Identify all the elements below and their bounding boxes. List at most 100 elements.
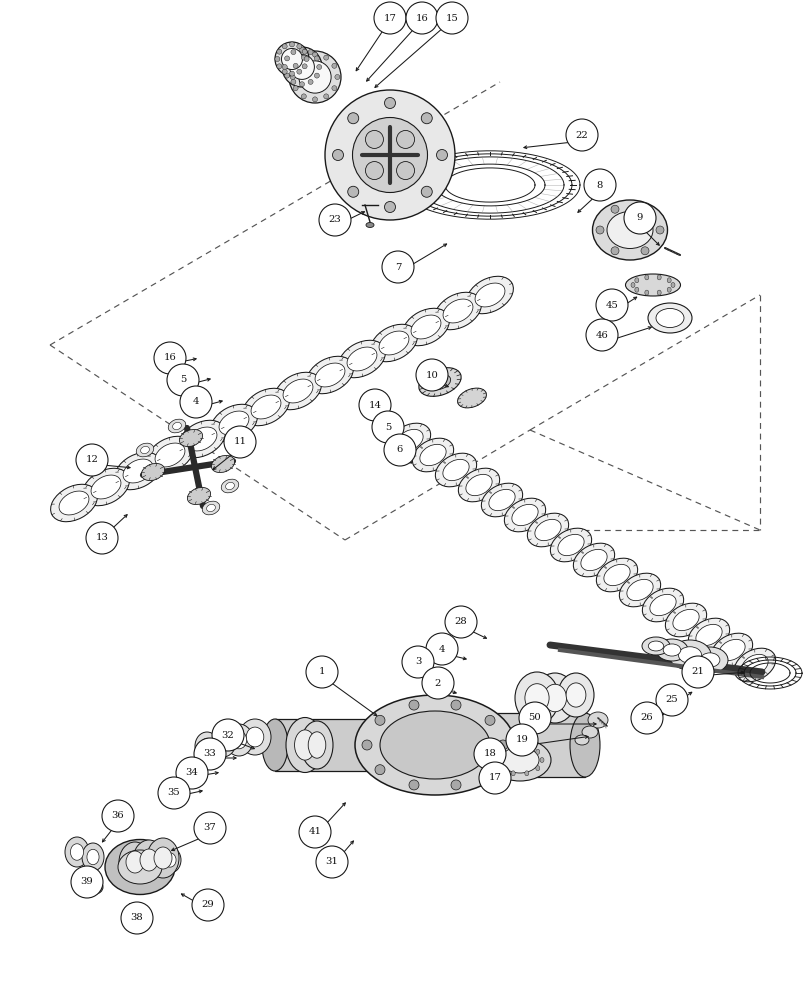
Ellipse shape bbox=[187, 427, 217, 451]
Circle shape bbox=[436, 149, 447, 161]
Ellipse shape bbox=[195, 732, 219, 760]
Ellipse shape bbox=[630, 282, 634, 288]
Ellipse shape bbox=[206, 504, 215, 512]
Ellipse shape bbox=[607, 212, 652, 248]
Circle shape bbox=[595, 226, 603, 234]
Ellipse shape bbox=[379, 331, 409, 355]
Circle shape bbox=[505, 724, 538, 756]
Circle shape bbox=[191, 889, 224, 921]
Ellipse shape bbox=[242, 388, 289, 426]
Circle shape bbox=[158, 777, 190, 809]
Circle shape bbox=[290, 79, 295, 84]
Ellipse shape bbox=[699, 653, 719, 667]
Ellipse shape bbox=[283, 379, 312, 403]
Circle shape bbox=[212, 719, 243, 751]
Ellipse shape bbox=[466, 474, 491, 496]
Ellipse shape bbox=[603, 564, 629, 586]
Text: 4: 4 bbox=[438, 645, 444, 654]
Ellipse shape bbox=[173, 422, 181, 430]
Circle shape bbox=[478, 762, 510, 794]
Ellipse shape bbox=[573, 543, 614, 577]
Text: 19: 19 bbox=[515, 736, 528, 744]
Circle shape bbox=[297, 44, 302, 49]
Circle shape bbox=[421, 113, 431, 124]
Text: 45: 45 bbox=[605, 300, 618, 310]
Ellipse shape bbox=[200, 738, 213, 754]
Circle shape bbox=[518, 702, 551, 734]
Ellipse shape bbox=[595, 558, 637, 592]
Ellipse shape bbox=[147, 436, 193, 474]
Ellipse shape bbox=[246, 727, 264, 747]
Ellipse shape bbox=[664, 603, 706, 637]
Circle shape bbox=[474, 738, 505, 770]
Ellipse shape bbox=[511, 744, 514, 749]
Ellipse shape bbox=[221, 479, 238, 493]
Circle shape bbox=[301, 55, 306, 60]
Text: 5: 5 bbox=[384, 422, 391, 432]
Circle shape bbox=[371, 411, 404, 443]
Bar bbox=[275, 719, 414, 771]
Ellipse shape bbox=[442, 459, 469, 481]
Ellipse shape bbox=[402, 308, 448, 346]
Ellipse shape bbox=[647, 641, 663, 651]
Ellipse shape bbox=[524, 684, 548, 712]
Circle shape bbox=[298, 816, 331, 848]
Ellipse shape bbox=[126, 851, 144, 873]
Text: 6: 6 bbox=[397, 446, 402, 454]
Ellipse shape bbox=[457, 388, 486, 408]
Ellipse shape bbox=[251, 395, 281, 419]
Ellipse shape bbox=[534, 519, 560, 541]
Bar bbox=[454, 713, 584, 777]
Ellipse shape bbox=[155, 443, 185, 467]
Circle shape bbox=[154, 342, 186, 374]
Ellipse shape bbox=[741, 654, 767, 676]
Circle shape bbox=[224, 426, 255, 458]
Ellipse shape bbox=[624, 274, 680, 296]
Circle shape bbox=[299, 47, 304, 52]
Text: 28: 28 bbox=[454, 617, 467, 626]
Ellipse shape bbox=[59, 491, 89, 515]
Ellipse shape bbox=[667, 278, 671, 283]
Ellipse shape bbox=[733, 648, 775, 682]
Circle shape bbox=[290, 71, 294, 76]
Ellipse shape bbox=[619, 573, 660, 607]
Ellipse shape bbox=[550, 528, 591, 562]
Circle shape bbox=[484, 765, 495, 775]
Ellipse shape bbox=[123, 459, 152, 483]
Circle shape bbox=[293, 63, 298, 68]
Circle shape bbox=[450, 700, 461, 710]
Ellipse shape bbox=[592, 200, 667, 260]
Ellipse shape bbox=[667, 287, 671, 292]
Circle shape bbox=[381, 251, 414, 283]
Circle shape bbox=[406, 2, 437, 34]
Circle shape bbox=[194, 812, 225, 844]
Text: 22: 22 bbox=[575, 131, 588, 140]
Ellipse shape bbox=[238, 719, 271, 755]
Ellipse shape bbox=[670, 282, 674, 288]
Text: 3: 3 bbox=[414, 658, 421, 666]
Ellipse shape bbox=[429, 374, 450, 390]
Circle shape bbox=[275, 57, 280, 62]
Ellipse shape bbox=[535, 749, 539, 754]
Circle shape bbox=[282, 44, 287, 49]
Ellipse shape bbox=[511, 504, 538, 526]
Ellipse shape bbox=[370, 324, 417, 362]
Ellipse shape bbox=[388, 423, 430, 457]
Ellipse shape bbox=[668, 640, 710, 670]
Text: 46: 46 bbox=[595, 330, 607, 340]
Text: 2: 2 bbox=[434, 678, 440, 688]
Ellipse shape bbox=[71, 844, 84, 860]
Ellipse shape bbox=[626, 579, 652, 601]
Circle shape bbox=[180, 386, 212, 418]
Ellipse shape bbox=[678, 647, 701, 663]
Circle shape bbox=[640, 205, 648, 213]
Ellipse shape bbox=[580, 549, 607, 571]
Ellipse shape bbox=[649, 594, 676, 616]
Ellipse shape bbox=[535, 766, 539, 771]
Ellipse shape bbox=[225, 724, 253, 756]
Ellipse shape bbox=[210, 404, 257, 442]
Text: 32: 32 bbox=[221, 730, 234, 740]
Circle shape bbox=[484, 715, 495, 725]
Circle shape bbox=[297, 69, 302, 74]
Circle shape bbox=[396, 130, 414, 148]
